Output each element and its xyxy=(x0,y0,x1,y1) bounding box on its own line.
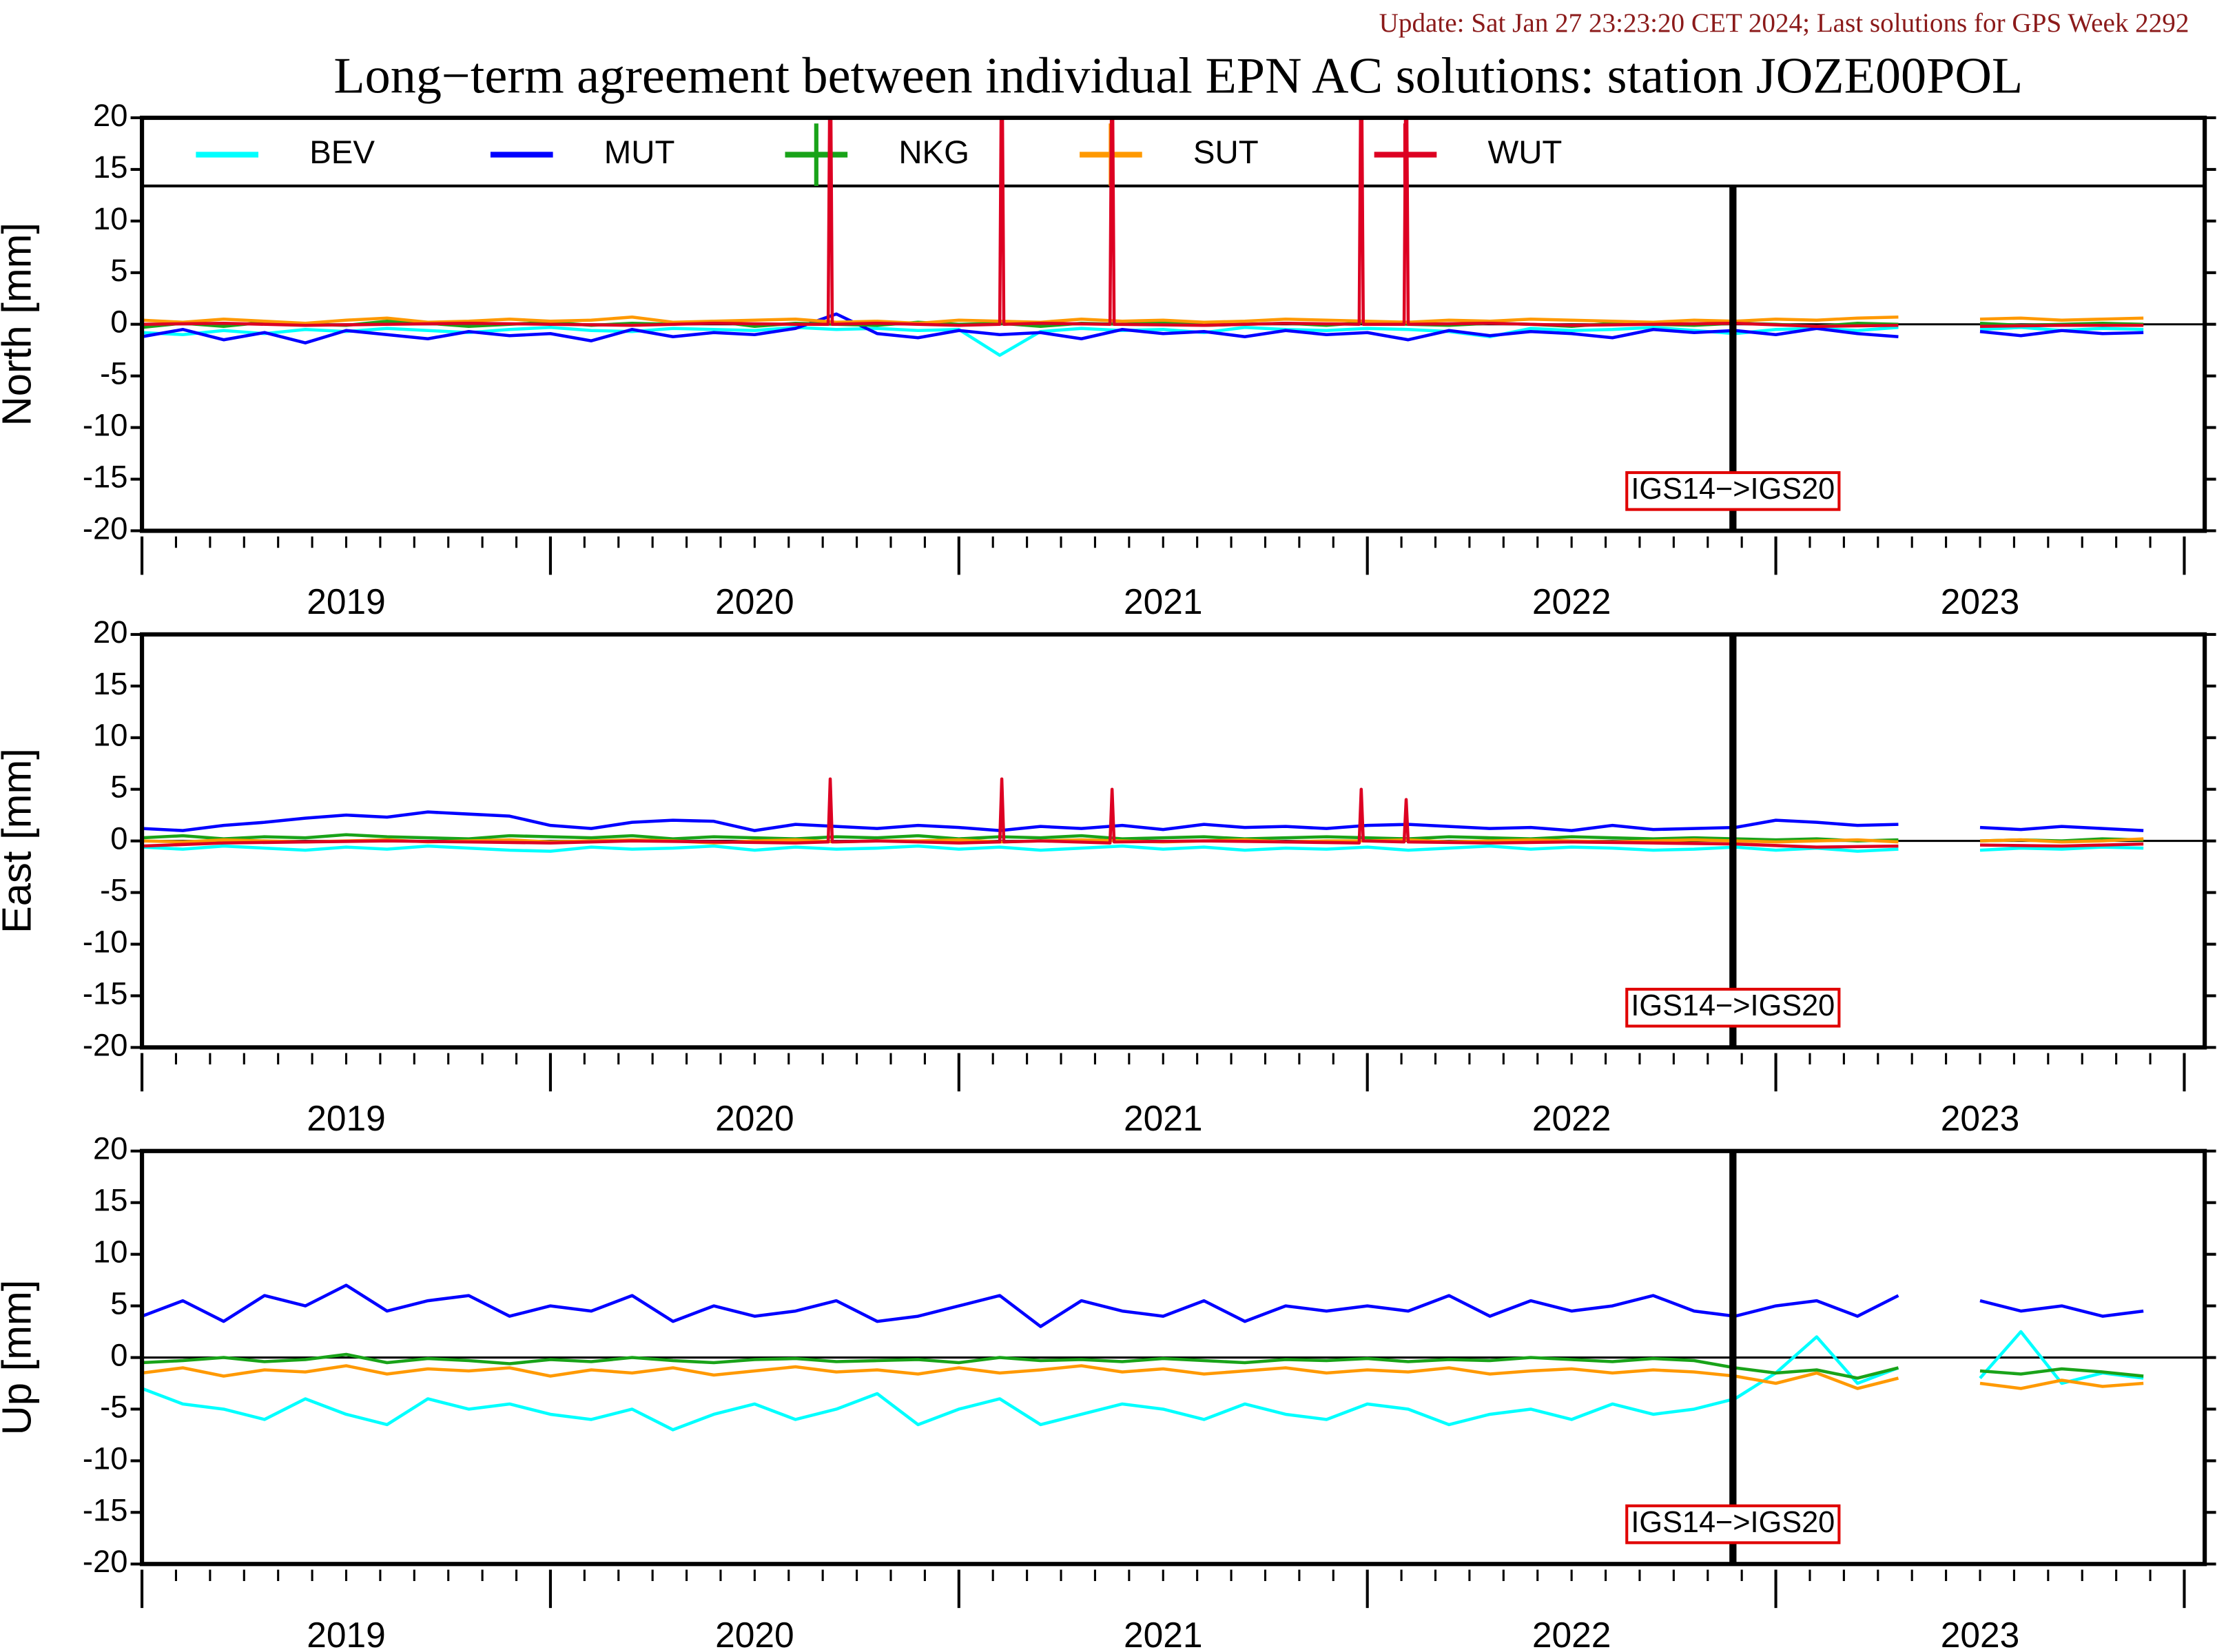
x-tick-label: 2023 xyxy=(1941,1098,2020,1138)
y-tick-label: -5 xyxy=(100,873,127,908)
x-tick-label: 2022 xyxy=(1532,1615,1611,1652)
annotation-box xyxy=(1625,987,1841,1028)
x-tick-label: 2020 xyxy=(715,581,794,621)
y-tick-label: 15 xyxy=(93,149,127,185)
annotation-label: IGS14−>IGS20 xyxy=(1631,473,1835,506)
x-tick-label: 2021 xyxy=(1124,1615,1203,1652)
y-tick-label: 0 xyxy=(110,304,127,340)
panel: -20 -15 -10 -5 0 5 10 15 20 East [mm] 2019 2020 2021… xyxy=(0,615,2216,1138)
y-tick-label: -10 xyxy=(83,408,128,443)
annotation-label: IGS14−>IGS20 xyxy=(1631,1506,1835,1539)
x-tick-label: 2020 xyxy=(715,1098,794,1138)
y-axis-label: North [mm] xyxy=(0,223,40,426)
legend-label: SUT xyxy=(1193,134,1259,171)
y-tick-label: 5 xyxy=(110,1286,127,1321)
y-tick-label: -15 xyxy=(83,1492,128,1527)
y-tick-label: -10 xyxy=(83,924,128,959)
series-line xyxy=(142,312,2144,344)
y-axis-label: Up [mm] xyxy=(0,1280,40,1436)
update-note: Update: Sat Jan 27 23:23:20 CET 2024; La… xyxy=(1379,8,2189,38)
series-line xyxy=(142,1352,2144,1380)
y-tick-label: -15 xyxy=(83,975,128,1011)
y-tick-label: -10 xyxy=(83,1441,128,1476)
series-line xyxy=(142,1364,2144,1390)
plot-frame xyxy=(139,632,2207,1050)
y-tick-label: 15 xyxy=(93,1183,127,1218)
y-tick-label: 10 xyxy=(93,201,127,236)
plot-frame xyxy=(139,1148,2207,1567)
legend-label: NKG xyxy=(898,134,969,171)
y-tick-label: 10 xyxy=(93,718,127,753)
series-line xyxy=(142,1330,2144,1432)
x-tick-label: 2023 xyxy=(1941,1615,2020,1652)
panel: BEV MUT NKG SUT WUT -20 -15 -10 -5 0 5 10 15 20 North … xyxy=(0,98,2216,621)
y-axis-label: East [mm] xyxy=(0,748,40,933)
annotation-box xyxy=(1625,471,1841,511)
series-line xyxy=(142,315,2144,325)
y-tick-label: 20 xyxy=(93,1131,127,1166)
series-line xyxy=(142,117,2144,329)
x-tick-label: 2021 xyxy=(1124,581,1203,621)
y-tick-label: 20 xyxy=(93,615,127,650)
panel: -20 -15 -10 -5 0 5 10 15 20 Up [mm] 2019 2020 2021 20… xyxy=(0,1131,2216,1652)
x-tick-label: 2020 xyxy=(715,1615,794,1652)
plot-frame xyxy=(139,115,2207,533)
y-tick-label: -20 xyxy=(83,1027,128,1062)
series-line xyxy=(142,1283,2144,1328)
legend-label: MUT xyxy=(604,134,675,171)
series-line xyxy=(142,844,2144,853)
x-tick-label: 2022 xyxy=(1532,1098,1611,1138)
x-tick-label: 2019 xyxy=(307,581,386,621)
y-tick-label: 5 xyxy=(110,770,127,805)
x-tick-label: 2019 xyxy=(307,1098,386,1138)
x-tick-label: 2019 xyxy=(307,1615,386,1652)
y-tick-label: 15 xyxy=(93,666,127,701)
series-line xyxy=(142,777,2144,849)
x-tick-label: 2022 xyxy=(1532,581,1611,621)
annotation-box xyxy=(1625,1504,1841,1545)
x-tick-label: 2023 xyxy=(1941,581,2020,621)
y-tick-label: -5 xyxy=(100,356,127,391)
y-tick-label: 0 xyxy=(110,821,127,856)
y-tick-label: -15 xyxy=(83,460,128,495)
series-line xyxy=(142,810,2144,832)
y-tick-label: 10 xyxy=(93,1235,127,1270)
chart-title: Long−term agreement between individual E… xyxy=(333,48,2023,104)
x-tick-label: 2021 xyxy=(1124,1098,1203,1138)
y-tick-label: 20 xyxy=(93,98,127,133)
legend-label: BEV xyxy=(309,134,375,171)
y-tick-label: -5 xyxy=(100,1389,127,1424)
y-tick-label: -20 xyxy=(83,1544,128,1579)
legend-label: WUT xyxy=(1487,134,1562,171)
y-tick-label: 0 xyxy=(110,1337,127,1372)
y-tick-label: 5 xyxy=(110,253,127,288)
y-tick-label: -20 xyxy=(83,510,128,546)
annotation-label: IGS14−>IGS20 xyxy=(1631,989,1835,1022)
